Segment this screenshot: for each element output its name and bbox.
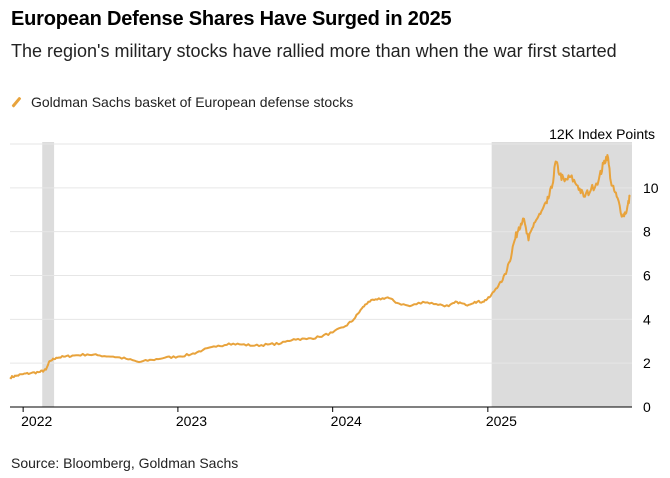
x-tick-label-3: 2025 [486,413,517,429]
legend-line-icon [11,97,21,107]
y-unit-label: 12K Index Points [549,126,655,142]
shaded-period-0 [42,142,55,407]
chart-area: 2022 2023 2024 2025 12K Index Points 10 8 6 4 2 0 [0,118,670,440]
line-chart: 2022 2023 2024 2025 12K Index Points 10 8 6 4 2 0 [9,126,659,429]
gridlines [10,143,632,364]
y-axis: 12K Index Points 10 8 6 4 2 0 [549,126,659,415]
shaded-periods [42,142,632,407]
series-lines [9,154,631,380]
y-tick-label-2: 8 [643,224,651,240]
x-tick-label-0: 2022 [21,413,52,429]
chart-title: European Defense Shares Have Surged in 2… [11,8,452,30]
y-tick-label-5: 2 [643,355,651,371]
legend: Goldman Sachs basket of European defense… [11,94,353,110]
y-tick-label-6: 0 [643,399,651,415]
chart-subtitle: The region's military stocks have rallie… [11,41,617,61]
x-tick-label-2: 2024 [331,413,362,429]
source-note: Source: Bloomberg, Goldman Sachs [11,455,239,471]
x-tick-label-1: 2023 [176,413,207,429]
legend-label: Goldman Sachs basket of European defense… [31,94,354,110]
y-tick-label-4: 4 [643,311,651,327]
y-tick-label-1: 10 [643,180,659,196]
y-tick-label-3: 6 [643,268,651,284]
x-axis: 2022 2023 2024 2025 [10,406,632,429]
series-line-0 [9,154,631,380]
